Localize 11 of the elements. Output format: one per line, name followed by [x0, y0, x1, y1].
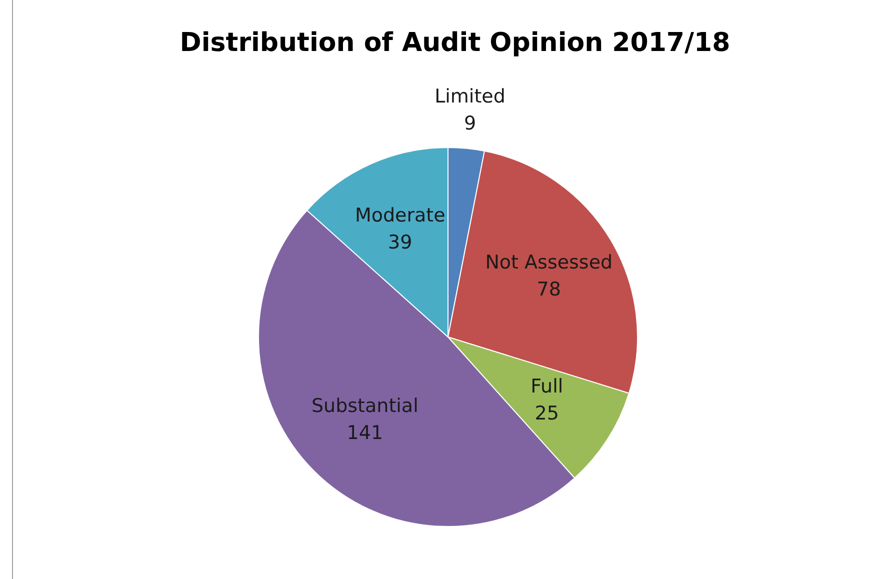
slice-label: Substantial — [311, 395, 418, 418]
data-label: 9 — [464, 112, 476, 135]
data-label: 25 — [534, 402, 559, 424]
data-label: 78 — [536, 278, 561, 301]
slice-label: Moderate — [354, 204, 446, 227]
slice-label: Full — [530, 375, 564, 398]
slice-label: Limited — [434, 86, 506, 108]
data-label: 39 — [388, 232, 412, 254]
slice-label: Not Assessed — [485, 252, 613, 274]
data-label: 141 — [346, 422, 384, 444]
chart-title: Distribution of Audit Opinion 2017/18 — [178, 28, 732, 58]
